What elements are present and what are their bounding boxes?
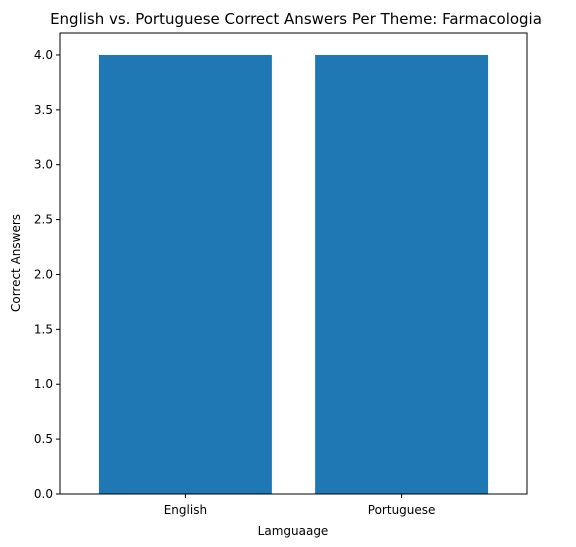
- y-tick-label: 2.0: [34, 267, 53, 281]
- y-tick-label: 3.0: [34, 158, 53, 172]
- y-axis-label: Correct Answers: [9, 214, 23, 312]
- x-axis-label: Lamguaage: [258, 524, 329, 538]
- y-tick-label: 1.5: [34, 322, 53, 336]
- bars-group: [98, 54, 489, 494]
- x-axis: English Portuguese: [164, 494, 436, 517]
- x-tick-label: Portuguese: [368, 503, 436, 517]
- y-tick-label: 0.5: [34, 432, 53, 446]
- y-tick-label: 1.0: [34, 377, 53, 391]
- y-tick-label: 2.5: [34, 213, 53, 227]
- y-axis: 0.0 0.5 1.0 1.5 2.0 2.5 3.0 3.5 4.0: [34, 48, 60, 501]
- chart-title: English vs. Portuguese Correct Answers P…: [50, 10, 542, 28]
- bar-english: [98, 54, 272, 494]
- bar-portuguese: [315, 54, 489, 494]
- y-tick-label: 0.0: [34, 487, 53, 501]
- y-tick-label: 4.0: [34, 48, 53, 62]
- x-tick-label: English: [164, 503, 207, 517]
- y-tick-label: 3.5: [34, 103, 53, 117]
- plot-frame: [59, 32, 528, 495]
